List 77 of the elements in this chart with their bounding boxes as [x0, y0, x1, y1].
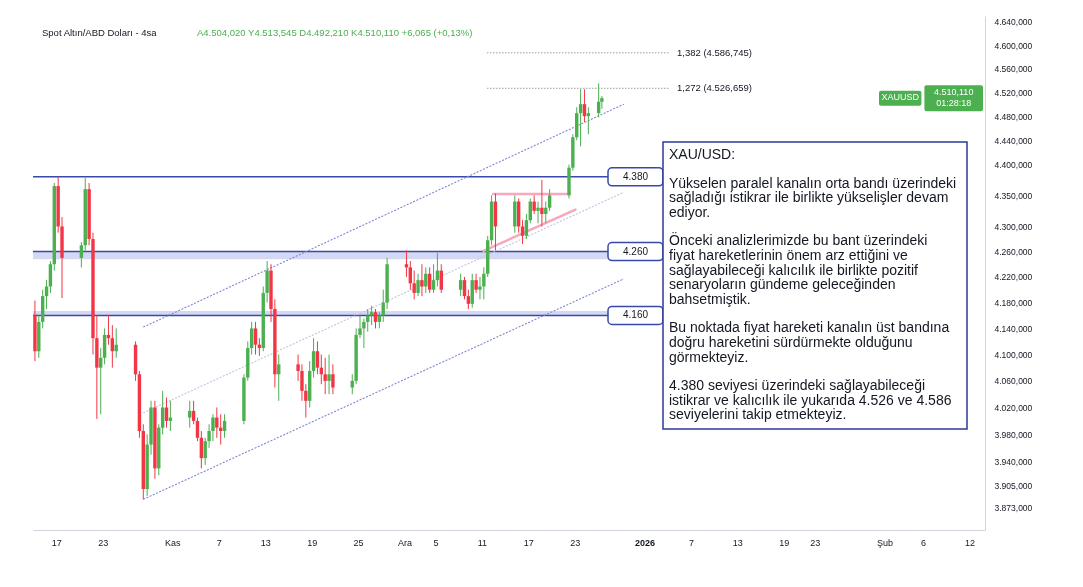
- x-tick-label: Kas: [165, 537, 182, 548]
- ref-line-label: 4.260: [622, 245, 649, 257]
- candlestick: [323, 357, 327, 395]
- x-tick-label: 6: [921, 537, 927, 548]
- annotation: Yükselen paralel kanalın orta bandı üzerindeki sağladığı istikrar ile birlikte yükselişler devam ediyor.: [669, 174, 957, 220]
- y-tick-label: 3.980,000: [994, 429, 1033, 440]
- x-tick-label: 7: [216, 537, 222, 548]
- y-tick-label: 4.350,000: [994, 190, 1033, 201]
- candlestick: [524, 213, 529, 240]
- text: A4.504,020 Y4.513,545 D4.492,210 K4.510,110 +6,065 (+0,13%): [197, 27, 473, 38]
- y-tick-label: 4.180,000: [994, 298, 1033, 309]
- candlestick: [520, 219, 525, 245]
- candlestick: [431, 263, 436, 294]
- x-tick-label: 13: [732, 537, 743, 548]
- ref-line-label: 4.160: [622, 309, 649, 321]
- x-tick-label: 17: [523, 537, 534, 548]
- ref-line-label: 1,272 (4.526,659): [677, 82, 753, 94]
- x-tick-label: Şub: [876, 537, 893, 548]
- candlestick: [315, 340, 320, 375]
- x-tick-label: 17: [51, 537, 62, 548]
- candlestick: [188, 400, 192, 429]
- x-tick-label: 19: [779, 537, 790, 548]
- y-tick-label: 4.640,000: [994, 17, 1033, 28]
- candlestick: [536, 201, 540, 224]
- candlestick: [474, 273, 478, 294]
- candlestick: [48, 260, 53, 294]
- x-tick-label: 25: [353, 537, 364, 548]
- y-tick-label: 4.560,000: [994, 64, 1033, 75]
- y-tick-label: 4.060,000: [994, 376, 1033, 387]
- ref-line-label: 1,382 (4.586,745): [677, 46, 753, 58]
- ref-line-label: 4.380: [622, 170, 649, 182]
- x-tick-label: 23: [98, 537, 109, 548]
- y-tick-label: 4.220,000: [994, 272, 1033, 283]
- x-tick-label: 7: [688, 537, 694, 548]
- y-tick-label: 4.520,000: [994, 87, 1033, 98]
- y-tick-label: 4.260,000: [994, 247, 1033, 258]
- annotation: 4.380 seviyesi üzerindeki sağlayabileceği istikrar ve kalıcılık ile yukarıda 4.526 ve 4.586 seviyelerini takip etmekteyiz.: [669, 377, 952, 423]
- y-tick-label: 3.905,000: [994, 481, 1033, 492]
- candlestick: [424, 266, 428, 294]
- y-tick-label: 4.020,000: [994, 403, 1033, 414]
- x-tick-label: 23: [570, 537, 581, 548]
- y-tick-label: 3.940,000: [994, 457, 1033, 468]
- x-tick-label: 19: [307, 537, 318, 548]
- y-tick-label: 4.440,000: [994, 135, 1033, 146]
- candlestick: [420, 263, 424, 297]
- y-tick-label: 4.300,000: [994, 221, 1033, 232]
- candlestick: [547, 188, 552, 212]
- candlestick: [327, 354, 331, 395]
- x-tick-label: Ara: [398, 537, 413, 548]
- candlestick: [311, 337, 316, 379]
- candlestick: [331, 363, 335, 395]
- annotation: XAU/USD:: [669, 146, 736, 162]
- y-tick-label: 4.480,000: [994, 111, 1033, 122]
- candlestick: [466, 289, 471, 310]
- y-tick-label: 3.873,000: [994, 503, 1033, 514]
- x-tick-label: 5: [433, 537, 439, 548]
- candlestick: [249, 321, 254, 356]
- annotation: XAUUSD: [881, 92, 920, 103]
- y-tick-label: 4.140,000: [994, 323, 1033, 334]
- candlestick: [458, 273, 463, 297]
- annotation: Bu noktada fiyat hareketi kanalın üst bandına doğru hareketini sürdürmekte olduğunu görmekteyiz.: [669, 319, 950, 365]
- x-tick-label: 23: [810, 537, 821, 548]
- candlestick: [416, 273, 420, 297]
- candlestick: [586, 106, 591, 135]
- candlestick: [79, 241, 84, 268]
- annotation: Önceki analizlerimizde bu bant üzerindeki fiyat hareketlerinin önem arz ettiğini ve sağlayabileceği kalıcılık ile birlikte pozitif senaryoların gündeme geleceğinden bahsetmiştik.: [669, 231, 928, 307]
- text: Spot Altın/ABD Doları - 4sa: [42, 27, 158, 38]
- annotation: 4.510,110 01:28:18: [934, 86, 974, 108]
- y-tick-label: 4.600,000: [994, 40, 1033, 51]
- candlestick: [540, 179, 544, 227]
- x-tick-label: 13: [260, 537, 271, 548]
- y-tick-label: 4.100,000: [994, 350, 1033, 361]
- y-tick-label: 4.400,000: [994, 160, 1033, 171]
- x-tick-label: 2026: [634, 537, 655, 548]
- candlestick: [532, 194, 536, 215]
- x-tick-label: 11: [477, 537, 488, 548]
- x-tick-label: 12: [965, 537, 976, 548]
